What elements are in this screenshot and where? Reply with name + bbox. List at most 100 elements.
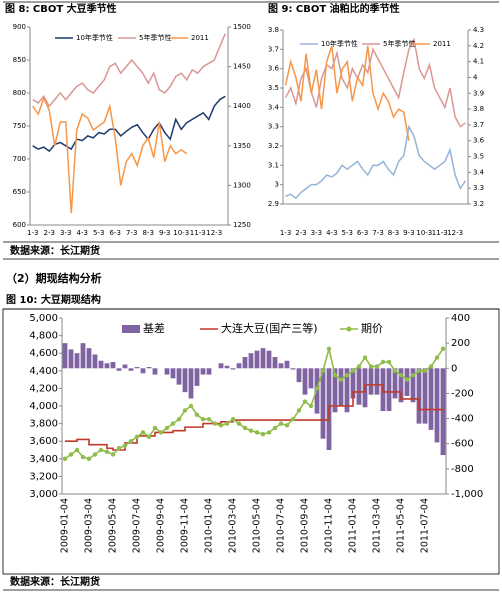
bar (308, 368, 314, 389)
x-tick-label: 2010-09-04 (300, 498, 311, 553)
marker (392, 368, 398, 373)
x-tick-label: 2009-09-04 (156, 498, 167, 553)
y-tick-label: 3.2 (268, 142, 279, 150)
y-tick-label: 3.5 (268, 84, 279, 92)
y2-tick-label: 3.8 (473, 105, 484, 113)
x-tick-label: 8-3 (143, 229, 154, 237)
legend-label: 10年季节性 (76, 33, 113, 42)
legend-label: 2011 (433, 40, 451, 48)
bar (182, 368, 188, 393)
marker (272, 425, 278, 431)
marker (128, 439, 134, 444)
legend-swatch (346, 326, 352, 332)
bar (416, 368, 422, 424)
y2-tick-label: 3.7 (473, 121, 484, 129)
marker (188, 403, 194, 409)
bar (284, 360, 290, 369)
y-tick-label: 3.7 (268, 45, 279, 53)
bar (440, 368, 446, 456)
marker (374, 364, 380, 369)
x-tick-label: 2011-01-04 (348, 498, 359, 553)
y2-tick-label: 3.2 (473, 200, 484, 208)
marker (362, 355, 368, 360)
x-tick-label: 1-3 (280, 229, 291, 237)
bar (110, 362, 116, 369)
x-tick-label: 4-3 (326, 229, 337, 237)
marker (260, 431, 266, 437)
y2-tick-label: 3.3 (473, 184, 484, 192)
y2-tick-label: 4.2 (473, 42, 484, 50)
bar (434, 368, 440, 443)
marker (80, 454, 86, 460)
y-tick-label: 600 (13, 221, 26, 229)
x-tick-label: 10-3 (416, 229, 432, 237)
marker (242, 425, 248, 431)
x-tick-label: 2009-03-04 (84, 498, 95, 553)
bar (134, 367, 140, 369)
x-tick-label: 7-3 (372, 229, 383, 237)
bar (290, 368, 296, 370)
bar (92, 354, 98, 369)
x-tick-label: 2-3 (44, 229, 55, 237)
y-tick-label: 800 (13, 89, 26, 97)
bar (188, 368, 194, 399)
marker (158, 430, 164, 435)
x-tick-label: 8-3 (388, 229, 399, 237)
marker (380, 359, 386, 365)
marker (416, 368, 422, 373)
x-tick-label: 5-3 (93, 229, 104, 237)
legend-label: 10年季节性 (321, 39, 358, 48)
y2-tick-label: -400 (451, 414, 474, 425)
bar (206, 368, 212, 375)
series-line (32, 96, 188, 214)
y2-tick-label: 3.9 (473, 89, 484, 97)
marker (368, 364, 374, 369)
marker (422, 368, 428, 373)
bar (314, 368, 320, 414)
bar (128, 368, 134, 371)
marker (398, 373, 404, 378)
bar (200, 368, 206, 375)
bar (80, 343, 86, 369)
x-tick-label: 2010-07-04 (276, 498, 287, 553)
marker (332, 373, 338, 378)
marker (212, 421, 218, 426)
x-tick-label: 12-3 (206, 229, 222, 237)
y-tick-label: 3,200 (29, 471, 58, 482)
bar (176, 368, 182, 385)
bar (296, 368, 302, 383)
x-tick-label: 1-3 (27, 229, 38, 237)
marker (104, 449, 110, 454)
y2-tick-label: 3.4 (473, 168, 485, 176)
x-tick-label: 2011-07-04 (420, 498, 431, 553)
y2-tick-label: 1400 (233, 102, 251, 110)
bar (242, 356, 248, 369)
bar (218, 363, 224, 369)
marker (134, 434, 140, 439)
marker (314, 386, 320, 391)
x-tick-label: 2010-01-04 (204, 498, 215, 553)
marker (338, 377, 344, 382)
bar (344, 368, 350, 413)
marker (176, 417, 182, 422)
bar (122, 364, 128, 369)
marker (326, 346, 332, 351)
y-tick-label: 3.8 (268, 26, 279, 34)
y2-tick-label: 0 (451, 363, 457, 374)
bar (62, 343, 68, 369)
bar (350, 368, 356, 399)
marker (278, 421, 284, 426)
chart-title: 图 8: CBOT 大豆季节性 (5, 2, 117, 15)
marker (86, 456, 92, 461)
x-tick-label: 2010-11-04 (324, 498, 335, 553)
series-line (64, 348, 444, 460)
marker (302, 399, 308, 404)
bar (86, 348, 92, 369)
marker (140, 430, 146, 435)
bar (146, 367, 152, 369)
x-tick-label: 11-3 (432, 229, 448, 237)
x-tick-label: 2010-05-04 (252, 498, 263, 553)
bar (272, 356, 278, 369)
marker (200, 417, 206, 422)
x-tick-label: 10-3 (173, 229, 189, 237)
